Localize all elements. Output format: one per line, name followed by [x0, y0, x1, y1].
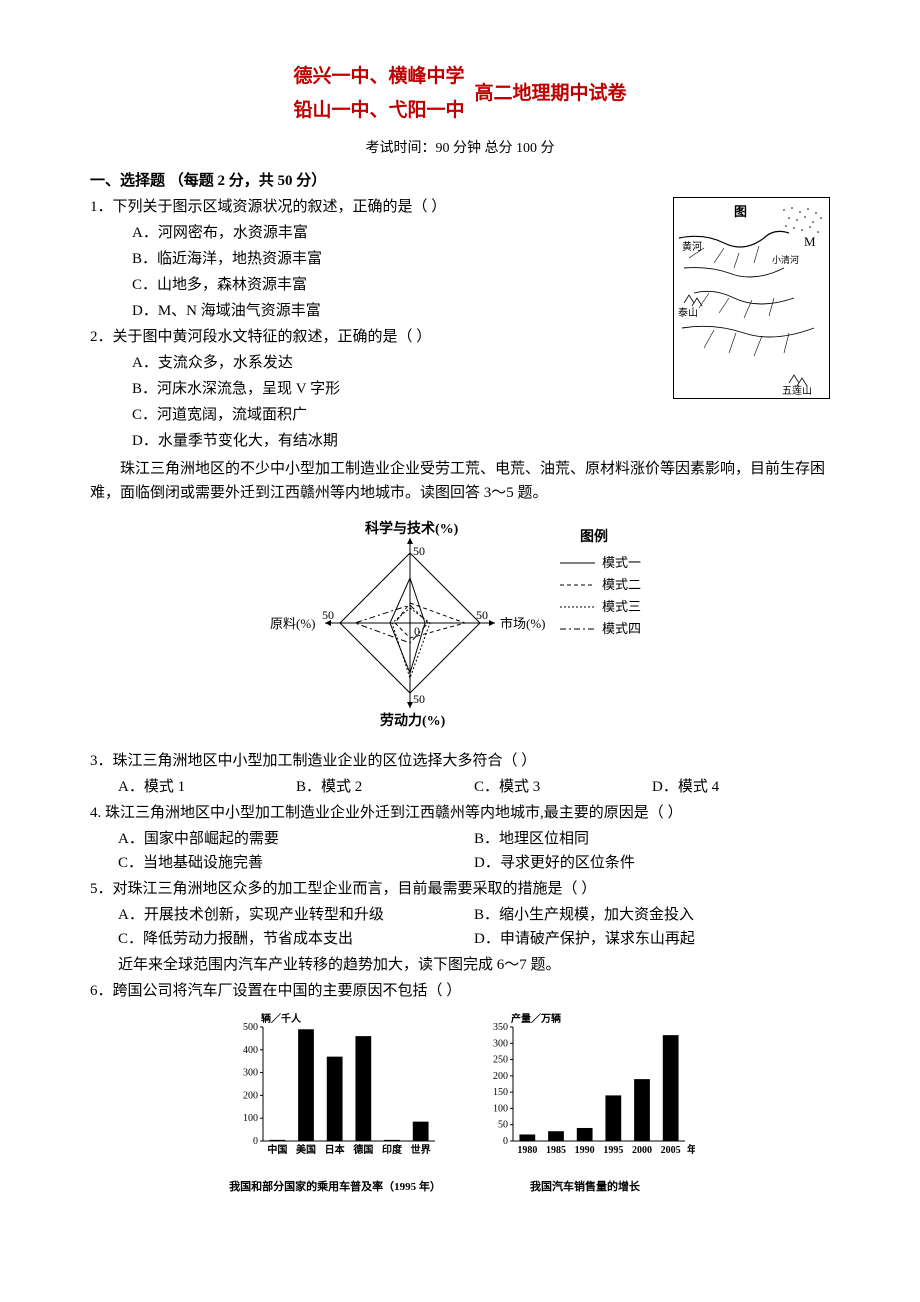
exam-header: 德兴一中、横峰中学 铅山一中、弋阳一中 高二地理期中试卷 [90, 60, 830, 128]
svg-text:0: 0 [253, 1136, 258, 1147]
q4-opt-d: D．寻求更好的区位条件 [474, 851, 830, 875]
q4-stem: 4. 珠江三角洲地区中小型加工制造业企业外迁到江西赣州等内地城市,最主要的原因是… [90, 801, 830, 825]
bar-chart-1: 0 100 200 300 400 500辆／千人中国美国日本德国印度世界 我国和部分国家… [225, 1009, 445, 1197]
svg-text:250: 250 [493, 1054, 508, 1065]
bar1-caption: 我国和部分国家的乘用车普及率（1995 年） [225, 1179, 445, 1197]
svg-text:美国: 美国 [296, 1143, 316, 1156]
q5-row1: A．开展技术创新，实现产业转型和升级 B．缩小生产规模，加大资金投入 [90, 903, 830, 927]
svg-text:年: 年 [687, 1143, 695, 1156]
svg-text:德国: 德国 [352, 1143, 373, 1156]
q4-opt-c: C．当地基础设施完善 [118, 851, 474, 875]
svg-text:50: 50 [322, 608, 334, 622]
svg-text:500: 500 [243, 1022, 258, 1033]
svg-text:印度: 印度 [382, 1143, 403, 1156]
q5-opt-a: A．开展技术创新，实现产业转型和升级 [118, 903, 474, 927]
svg-text:市场(%): 市场(%) [500, 616, 546, 631]
q5-stem: 5．对珠江三角洲地区众多的加工型企业而言，目前最需要采取的措施是（ ） [90, 877, 830, 901]
svg-text:模式二: 模式二 [602, 577, 641, 592]
map-label-tu: 图 [734, 204, 747, 219]
svg-text:0: 0 [503, 1136, 508, 1147]
passage-2: 近年来全球范围内汽车产业转移的趋势加大，读下图完成 6～7 题。 [90, 953, 830, 977]
svg-text:劳动力(%): 劳动力(%) [380, 712, 446, 729]
svg-text:300: 300 [243, 1067, 258, 1078]
svg-text:100: 100 [243, 1113, 258, 1124]
svg-text:模式三: 模式三 [602, 599, 641, 614]
svg-text:1990: 1990 [575, 1145, 595, 1156]
q4-row2: C．当地基础设施完善 D．寻求更好的区位条件 [90, 851, 830, 875]
svg-text:50: 50 [413, 544, 425, 558]
svg-text:400: 400 [243, 1045, 258, 1056]
map-label-m: M [804, 234, 816, 249]
q4-row1: A．国家中部崛起的需要 B．地理区位相同 [90, 827, 830, 851]
svg-text:200: 200 [243, 1090, 258, 1101]
svg-text:1980: 1980 [517, 1145, 537, 1156]
svg-text:图例: 图例 [580, 528, 608, 545]
svg-text:100: 100 [493, 1103, 508, 1114]
bar-chart-2: 0 50 100 150 200 250 300 350产量／万辆 1980 1985 1990 19… [475, 1009, 695, 1197]
q3-opt-a: A．模式 1 [118, 775, 296, 799]
q4-opt-a: A．国家中部崛起的需要 [118, 827, 474, 851]
radar-chart: 505050500科学与技术(%)市场(%)劳动力(%)原料(%)图例模式一模式… [90, 513, 830, 741]
charts-row: 0100200300400500辆／千人中国美国日本德国印度世界 我国和部分国家… [90, 1009, 830, 1197]
svg-text:200: 200 [493, 1071, 508, 1082]
q6-stem: 6．跨国公司将汽车厂设置在中国的主要原因不包括（ ） [90, 979, 830, 1003]
passage-1: 珠江三角洲地区的不少中小型加工制造业企业受劳工荒、电荒、油荒、原材料涨价等因素影… [90, 457, 830, 505]
map-figure: 图 M 黄河 小清河 泰山 五莲山 [673, 197, 830, 399]
map-label-wulian: 五莲山 [782, 385, 812, 396]
map-label-huanghe: 黄河 [682, 240, 702, 253]
svg-text:50: 50 [498, 1119, 508, 1130]
schools-line2: 铅山一中、弋阳一中 [293, 94, 464, 128]
section-1-title: 一、选择题 （每题 2 分，共 50 分） [90, 169, 830, 193]
schools-line1: 德兴一中、横峰中学 [293, 60, 464, 94]
q3-opt-d: D．模式 4 [652, 775, 830, 799]
exam-title: 高二地理期中试卷 [475, 79, 627, 109]
svg-text:350: 350 [493, 1022, 508, 1033]
bar2-caption: 我国汽车销售量的增长 [475, 1179, 695, 1197]
q3-stem: 3．珠江三角洲地区中小型加工制造业企业的区位选择大多符合（ ） [90, 749, 830, 773]
q5-opt-b: B．缩小生产规模，加大资金投入 [474, 903, 830, 927]
q5-opt-c: C．降低劳动力报酬，节省成本支出 [118, 927, 474, 951]
q2-opt-c: C．河道宽阔，流域面积广 [90, 403, 830, 427]
svg-text:科学与技术(%): 科学与技术(%) [365, 520, 459, 537]
svg-text:模式四: 模式四 [602, 621, 641, 636]
q5-opt-d: D．申请破产保护，谋求东山再起 [474, 927, 830, 951]
svg-text:50: 50 [413, 692, 425, 706]
exam-info: 考试时间：90 分钟 总分 100 分 [90, 138, 830, 160]
svg-text:世界: 世界 [411, 1143, 431, 1156]
svg-text:50: 50 [476, 608, 488, 622]
svg-text:原料(%): 原料(%) [270, 616, 316, 631]
svg-text:2005: 2005 [661, 1145, 681, 1156]
svg-text:中国: 中国 [267, 1143, 287, 1156]
map-label-xiaoqing: 小清河 [772, 254, 799, 265]
svg-text:150: 150 [493, 1087, 508, 1098]
schools-block: 德兴一中、横峰中学 铅山一中、弋阳一中 [293, 60, 464, 128]
q3-opt-c: C．模式 3 [474, 775, 652, 799]
q3-options: A．模式 1 B．模式 2 C．模式 3 D．模式 4 [90, 775, 830, 799]
q4-opt-b: B．地理区位相同 [474, 827, 830, 851]
svg-text:1995: 1995 [603, 1145, 623, 1156]
map-label-taishan: 泰山 [678, 306, 698, 319]
svg-text:1985: 1985 [546, 1145, 566, 1156]
q2-opt-d: D．水量季节变化大，有结冰期 [90, 429, 830, 453]
svg-text:模式一: 模式一 [602, 555, 641, 570]
svg-text:日本: 日本 [325, 1143, 346, 1156]
svg-text:辆／千人: 辆／千人 [261, 1012, 302, 1025]
svg-text:300: 300 [493, 1038, 508, 1049]
q5-row2: C．降低劳动力报酬，节省成本支出 D．申请破产保护，谋求东山再起 [90, 927, 830, 951]
q3-opt-b: B．模式 2 [296, 775, 474, 799]
svg-text:产量／万辆: 产量／万辆 [511, 1012, 561, 1025]
svg-text:2000: 2000 [632, 1145, 652, 1156]
